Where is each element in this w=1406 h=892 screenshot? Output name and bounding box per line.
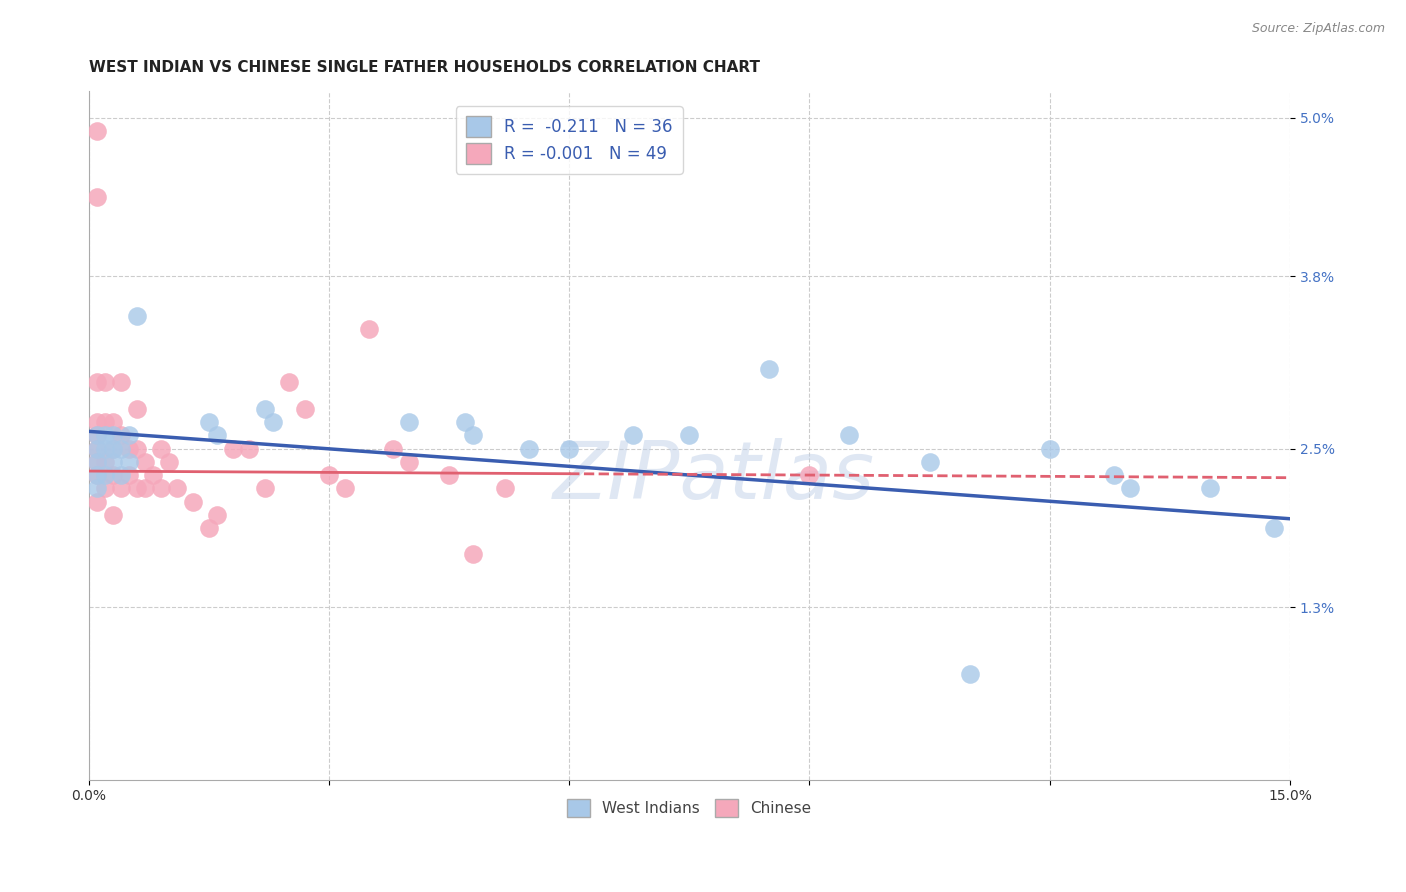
Point xyxy=(437,468,460,483)
Point xyxy=(454,415,477,429)
Point xyxy=(1102,468,1125,483)
Point xyxy=(125,309,148,323)
Point xyxy=(398,415,420,429)
Point xyxy=(86,481,108,495)
Point xyxy=(205,508,228,522)
Point xyxy=(238,442,260,456)
Point xyxy=(1039,442,1062,456)
Point xyxy=(110,428,132,442)
Point xyxy=(86,190,108,204)
Point xyxy=(134,455,156,469)
Point xyxy=(86,455,108,469)
Point xyxy=(1263,521,1285,535)
Point xyxy=(86,494,108,508)
Point xyxy=(166,481,188,495)
Point xyxy=(253,401,276,416)
Point xyxy=(86,428,108,442)
Point xyxy=(125,401,148,416)
Point xyxy=(86,455,108,469)
Point xyxy=(94,415,117,429)
Point xyxy=(253,481,276,495)
Point xyxy=(118,468,141,483)
Point xyxy=(125,481,148,495)
Point xyxy=(86,376,108,390)
Point xyxy=(461,548,484,562)
Point xyxy=(94,481,117,495)
Text: WEST INDIAN VS CHINESE SINGLE FATHER HOUSEHOLDS CORRELATION CHART: WEST INDIAN VS CHINESE SINGLE FATHER HOU… xyxy=(89,60,759,75)
Point xyxy=(101,415,124,429)
Point xyxy=(558,442,581,456)
Point xyxy=(262,415,284,429)
Point xyxy=(94,428,117,442)
Point xyxy=(621,428,644,442)
Point xyxy=(461,428,484,442)
Point xyxy=(959,666,981,681)
Point xyxy=(86,415,108,429)
Point xyxy=(222,442,245,456)
Point xyxy=(86,428,108,442)
Point xyxy=(94,468,117,483)
Point xyxy=(181,494,204,508)
Point xyxy=(1198,481,1220,495)
Point xyxy=(157,455,180,469)
Point xyxy=(134,481,156,495)
Point xyxy=(101,442,124,456)
Point xyxy=(86,442,108,456)
Point xyxy=(918,455,941,469)
Text: ZIPatlas: ZIPatlas xyxy=(553,438,875,516)
Point xyxy=(110,376,132,390)
Point xyxy=(125,442,148,456)
Point xyxy=(110,468,132,483)
Point xyxy=(382,442,405,456)
Point xyxy=(838,428,860,442)
Point xyxy=(86,124,108,138)
Point xyxy=(110,442,132,456)
Point xyxy=(799,468,821,483)
Point xyxy=(110,481,132,495)
Point xyxy=(101,428,124,442)
Point xyxy=(318,468,340,483)
Point xyxy=(278,376,301,390)
Text: Source: ZipAtlas.com: Source: ZipAtlas.com xyxy=(1251,22,1385,36)
Point xyxy=(678,428,700,442)
Point xyxy=(205,428,228,442)
Point xyxy=(94,455,117,469)
Point xyxy=(333,481,356,495)
Point xyxy=(198,521,221,535)
Point xyxy=(149,481,172,495)
Point xyxy=(294,401,316,416)
Point xyxy=(94,442,117,456)
Point xyxy=(101,468,124,483)
Point xyxy=(149,442,172,456)
Point xyxy=(86,468,108,483)
Point xyxy=(86,442,108,456)
Point xyxy=(101,442,124,456)
Legend: West Indians, Chinese: West Indians, Chinese xyxy=(561,793,818,823)
Point xyxy=(86,468,108,483)
Point xyxy=(94,376,117,390)
Point xyxy=(758,362,780,376)
Point xyxy=(118,442,141,456)
Point xyxy=(494,481,516,495)
Point xyxy=(101,455,124,469)
Point xyxy=(517,442,540,456)
Point xyxy=(357,322,380,336)
Point xyxy=(1119,481,1142,495)
Point xyxy=(118,428,141,442)
Point xyxy=(398,455,420,469)
Point xyxy=(118,455,141,469)
Point xyxy=(198,415,221,429)
Point xyxy=(101,508,124,522)
Point xyxy=(142,468,165,483)
